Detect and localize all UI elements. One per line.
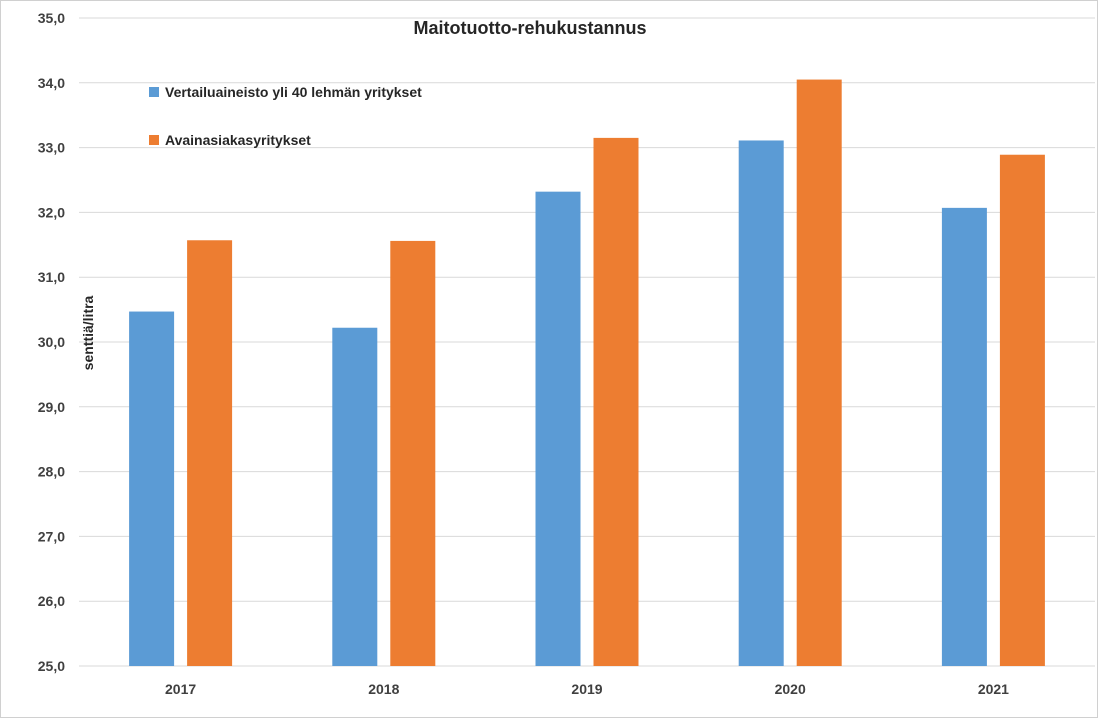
bar-series-1-2018: [332, 327, 378, 666]
y-tick-label: 32,0: [38, 204, 65, 220]
y-tick-label: 25,0: [38, 658, 65, 674]
y-tick-label: 33,0: [38, 140, 65, 156]
chart-title: Maitotuotto-rehukustannus: [414, 18, 647, 38]
y-tick-label: 27,0: [38, 528, 65, 544]
legend-swatch-series-1: [149, 87, 159, 97]
y-tick-label: 31,0: [38, 269, 65, 285]
bar-series-2-2021: [999, 154, 1045, 666]
y-tick-label: 30,0: [38, 334, 65, 350]
x-axis-ticks: 2017 2018 2019 2020 2021: [165, 681, 1009, 697]
bars: [129, 79, 1045, 667]
bar-series-2-2019: [593, 137, 639, 666]
x-tick-label: 2017: [165, 681, 196, 697]
y-tick-label: 35,0: [38, 10, 65, 26]
y-tick-label: 26,0: [38, 593, 65, 609]
bar-series-1-2017: [129, 311, 175, 666]
gridlines: [79, 17, 1095, 667]
legend-label-series-1: Vertailuaineisto yli 40 lehmän yritykset: [165, 84, 422, 100]
y-tick-label: 34,0: [38, 75, 65, 91]
bar-series-1-2021: [941, 207, 987, 666]
x-tick-label: 2018: [368, 681, 399, 697]
y-tick-label: 29,0: [38, 399, 65, 415]
bar-series-1-2020: [738, 140, 784, 667]
x-tick-label: 2020: [775, 681, 806, 697]
y-axis-title: senttiä/litra: [80, 295, 96, 370]
x-tick-label: 2019: [571, 681, 602, 697]
y-axis-ticks: 25,0 26,0 27,0 28,0 29,0 30,0 31,0 32,0 33,0 34,0…: [38, 10, 65, 674]
bar-series-2-2018: [390, 240, 436, 667]
legend-label-series-2: Avainasiakasyritykset: [165, 132, 311, 148]
x-tick-label: 2021: [978, 681, 1009, 697]
legend: Vertailuaineisto yli 40 lehmän yritykset…: [149, 84, 422, 148]
legend-swatch-series-2: [149, 135, 159, 145]
bar-series-1-2019: [535, 191, 581, 666]
y-tick-label: 28,0: [38, 464, 65, 480]
bar-series-2-2020: [796, 79, 842, 666]
bar-series-2-2017: [187, 240, 233, 666]
